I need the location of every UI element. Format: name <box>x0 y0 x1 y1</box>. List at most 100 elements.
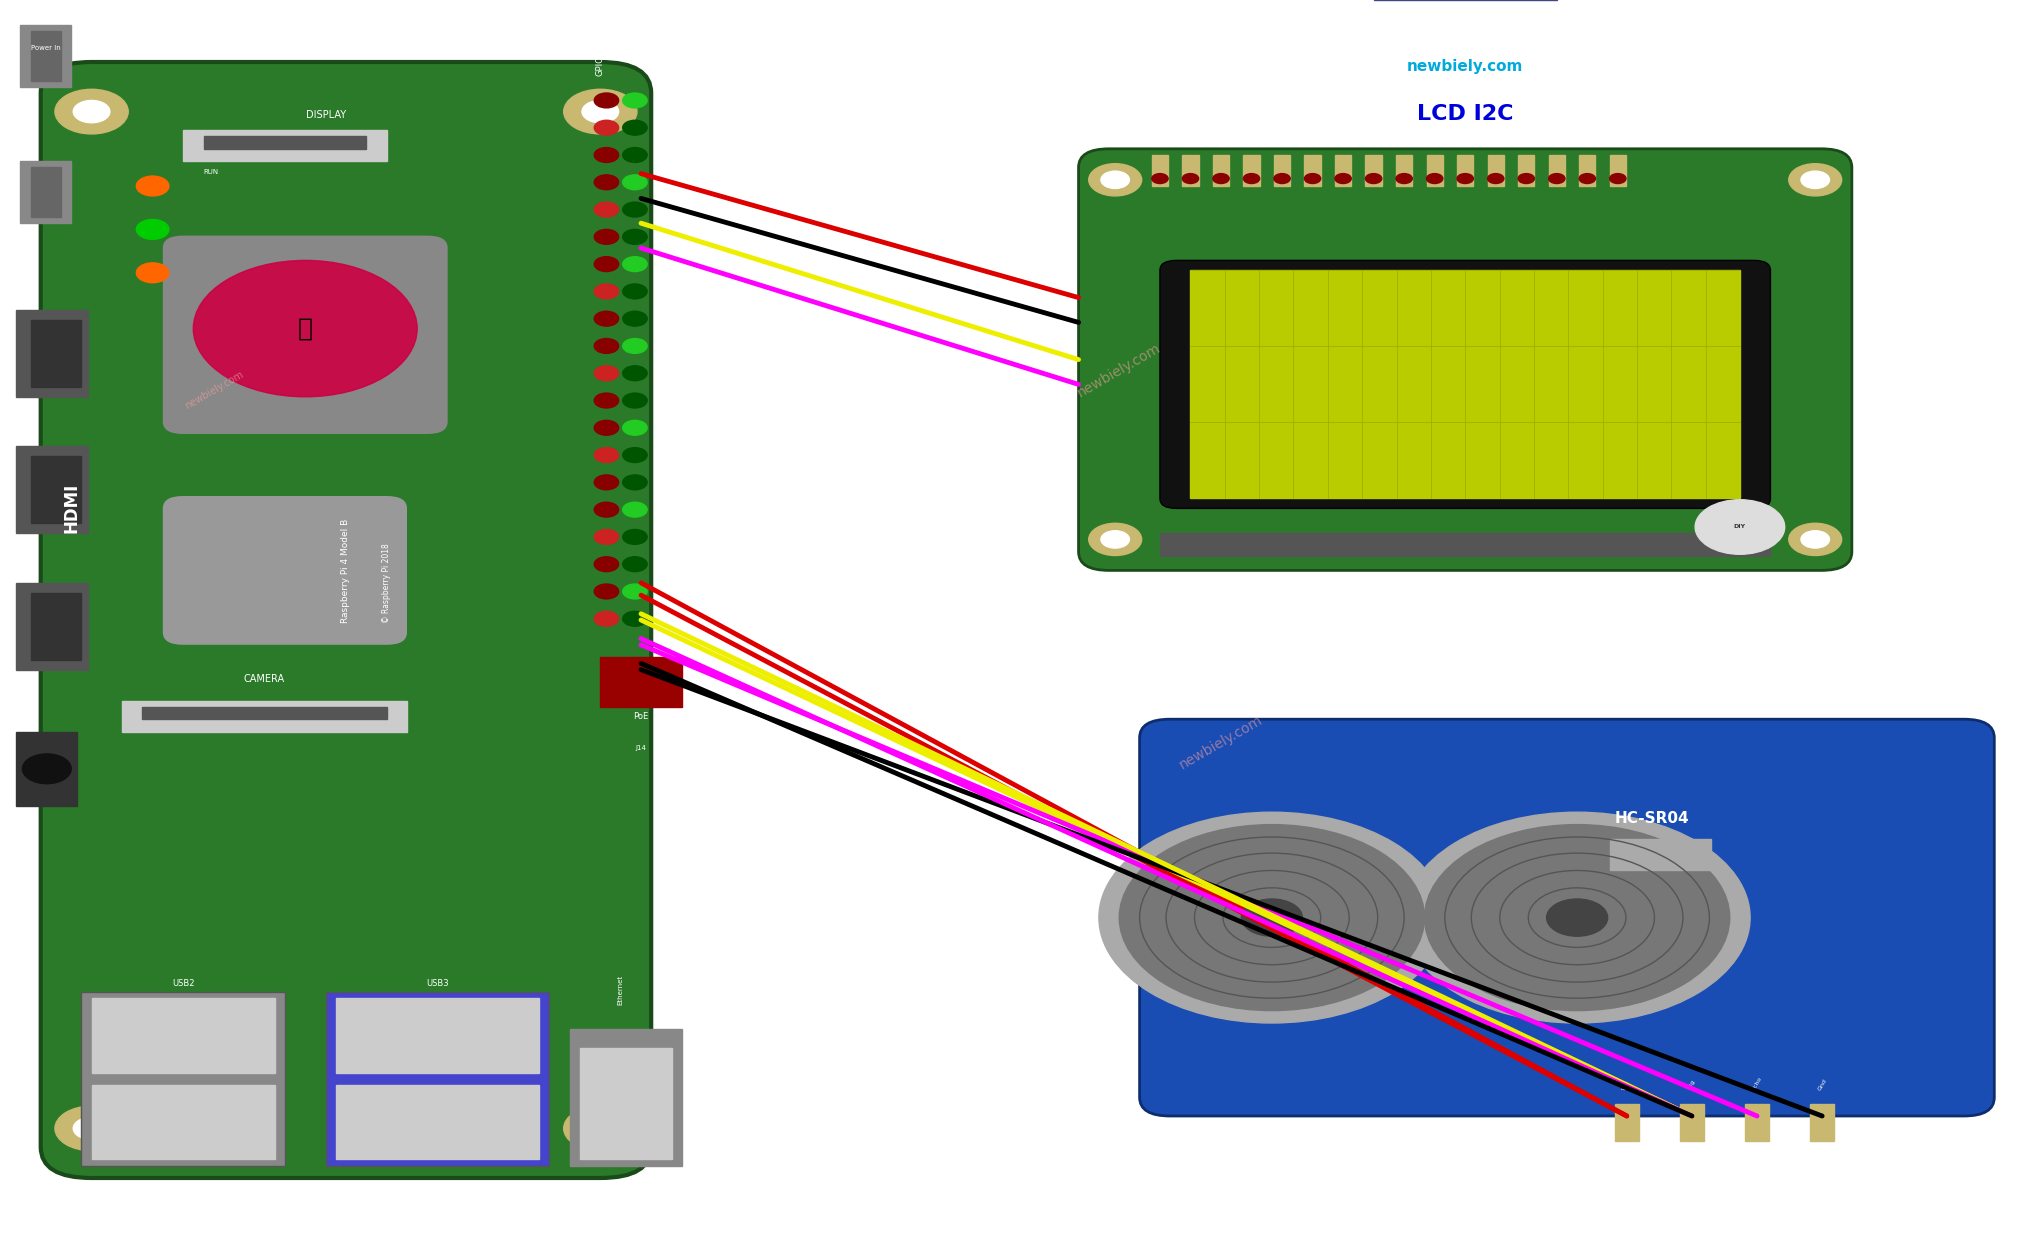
Bar <box>570 1029 682 1166</box>
Circle shape <box>1243 174 1260 184</box>
Circle shape <box>1274 174 1290 184</box>
Circle shape <box>55 89 128 134</box>
Bar <box>1610 839 1711 870</box>
Circle shape <box>1089 523 1142 556</box>
Circle shape <box>623 93 647 108</box>
Bar <box>1152 155 1168 186</box>
FancyBboxPatch shape <box>163 496 407 645</box>
Circle shape <box>1365 174 1382 184</box>
Bar <box>1335 155 1351 186</box>
Circle shape <box>73 1117 110 1140</box>
Text: newbiely.com: newbiely.com <box>1176 713 1266 771</box>
Circle shape <box>73 100 110 123</box>
Bar <box>1190 270 1740 498</box>
Text: © Raspberry Pi 2018: © Raspberry Pi 2018 <box>383 543 391 622</box>
Bar <box>81 992 285 1166</box>
Bar <box>1610 155 1626 186</box>
Circle shape <box>1213 174 1229 184</box>
Circle shape <box>594 366 619 381</box>
Circle shape <box>594 93 619 108</box>
Bar <box>1243 155 1260 186</box>
Circle shape <box>623 120 647 135</box>
Bar <box>31 456 81 523</box>
Circle shape <box>1695 500 1785 554</box>
Bar <box>183 130 387 161</box>
Bar <box>1396 155 1412 186</box>
Circle shape <box>22 754 71 784</box>
Circle shape <box>623 393 647 408</box>
Bar <box>204 136 366 149</box>
Bar <box>16 310 88 397</box>
Circle shape <box>1396 174 1412 184</box>
Circle shape <box>594 557 619 572</box>
Circle shape <box>594 502 619 517</box>
Circle shape <box>564 89 637 134</box>
Bar <box>1579 155 1595 186</box>
Circle shape <box>594 529 619 544</box>
Text: Trig: Trig <box>1687 1079 1697 1091</box>
Circle shape <box>1101 531 1129 548</box>
Bar <box>122 701 407 732</box>
Bar <box>1614 1104 1638 1141</box>
Circle shape <box>623 502 647 517</box>
Circle shape <box>594 584 619 599</box>
Bar <box>20 25 71 87</box>
Bar <box>1213 155 1229 186</box>
Circle shape <box>594 229 619 244</box>
Text: RUN: RUN <box>204 169 218 175</box>
Circle shape <box>623 257 647 272</box>
FancyBboxPatch shape <box>1140 719 1994 1116</box>
Text: USB3: USB3 <box>425 978 450 988</box>
Circle shape <box>1579 174 1595 184</box>
Circle shape <box>1152 174 1168 184</box>
Bar <box>1304 155 1321 186</box>
Bar <box>1518 155 1534 186</box>
Circle shape <box>594 257 619 272</box>
Text: USB2: USB2 <box>171 978 195 988</box>
Circle shape <box>1424 825 1730 1011</box>
Circle shape <box>623 284 647 299</box>
Circle shape <box>1089 164 1142 196</box>
Circle shape <box>193 260 417 397</box>
Circle shape <box>623 529 647 544</box>
Text: GPIO: GPIO <box>596 56 604 77</box>
Bar <box>1182 155 1199 186</box>
Bar <box>1160 533 1770 556</box>
Circle shape <box>623 366 647 381</box>
Text: LCD I2C: LCD I2C <box>1416 104 1514 124</box>
Circle shape <box>136 219 169 239</box>
Text: DIY: DIY <box>1734 525 1746 529</box>
Circle shape <box>623 175 647 190</box>
Bar <box>31 31 61 81</box>
Circle shape <box>1099 812 1445 1023</box>
Circle shape <box>594 393 619 408</box>
Bar <box>1549 155 1565 186</box>
Circle shape <box>1610 174 1626 184</box>
Text: Power In: Power In <box>31 45 61 51</box>
Bar <box>1457 155 1473 186</box>
Circle shape <box>1404 812 1750 1023</box>
Circle shape <box>1488 174 1504 184</box>
Circle shape <box>623 339 647 353</box>
Bar <box>16 732 77 806</box>
Circle shape <box>594 284 619 299</box>
Bar <box>16 583 88 670</box>
Text: DISPLAY: DISPLAY <box>305 110 346 120</box>
FancyBboxPatch shape <box>41 62 651 1178</box>
Circle shape <box>594 202 619 217</box>
Circle shape <box>623 475 647 490</box>
FancyBboxPatch shape <box>1160 260 1770 508</box>
Text: Ethernet: Ethernet <box>619 976 623 1006</box>
Circle shape <box>1457 174 1473 184</box>
Text: newbiely.com: newbiely.com <box>1074 341 1164 399</box>
Text: Gnd: Gnd <box>1817 1078 1827 1091</box>
Circle shape <box>623 311 647 326</box>
Text: HC-SR04: HC-SR04 <box>1616 811 1689 826</box>
Circle shape <box>1801 171 1829 188</box>
Circle shape <box>1801 531 1829 548</box>
Circle shape <box>1101 171 1129 188</box>
Circle shape <box>1304 174 1321 184</box>
Circle shape <box>594 148 619 162</box>
Circle shape <box>623 148 647 162</box>
Bar <box>336 998 539 1073</box>
